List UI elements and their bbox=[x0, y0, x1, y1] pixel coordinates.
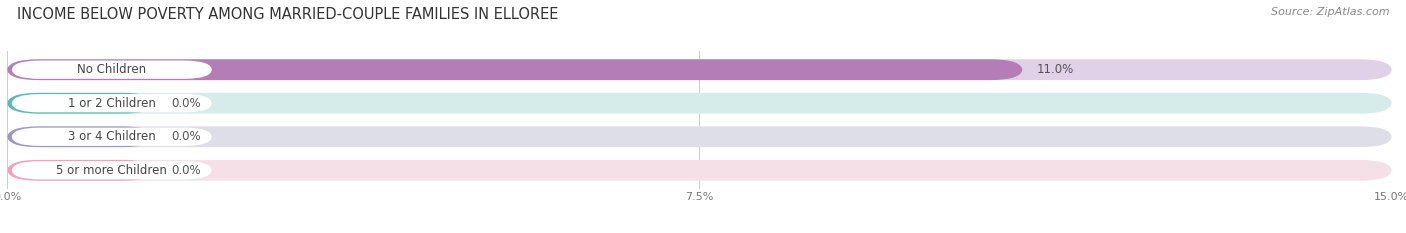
Text: 11.0%: 11.0% bbox=[1036, 63, 1074, 76]
Text: INCOME BELOW POVERTY AMONG MARRIED-COUPLE FAMILIES IN ELLOREE: INCOME BELOW POVERTY AMONG MARRIED-COUPL… bbox=[17, 7, 558, 22]
FancyBboxPatch shape bbox=[7, 160, 1392, 181]
Text: 0.0%: 0.0% bbox=[172, 130, 201, 143]
FancyBboxPatch shape bbox=[7, 126, 155, 147]
FancyBboxPatch shape bbox=[11, 94, 212, 112]
Text: 0.0%: 0.0% bbox=[172, 164, 201, 177]
FancyBboxPatch shape bbox=[11, 128, 212, 146]
Text: Source: ZipAtlas.com: Source: ZipAtlas.com bbox=[1271, 7, 1389, 17]
FancyBboxPatch shape bbox=[7, 160, 155, 181]
FancyBboxPatch shape bbox=[7, 93, 1392, 114]
Text: 0.0%: 0.0% bbox=[172, 97, 201, 110]
FancyBboxPatch shape bbox=[7, 59, 1392, 80]
FancyBboxPatch shape bbox=[7, 93, 155, 114]
Text: 1 or 2 Children: 1 or 2 Children bbox=[67, 97, 156, 110]
Text: No Children: No Children bbox=[77, 63, 146, 76]
FancyBboxPatch shape bbox=[11, 61, 212, 79]
Text: 3 or 4 Children: 3 or 4 Children bbox=[67, 130, 156, 143]
Text: 5 or more Children: 5 or more Children bbox=[56, 164, 167, 177]
FancyBboxPatch shape bbox=[7, 126, 1392, 147]
FancyBboxPatch shape bbox=[7, 59, 1022, 80]
FancyBboxPatch shape bbox=[11, 161, 212, 179]
